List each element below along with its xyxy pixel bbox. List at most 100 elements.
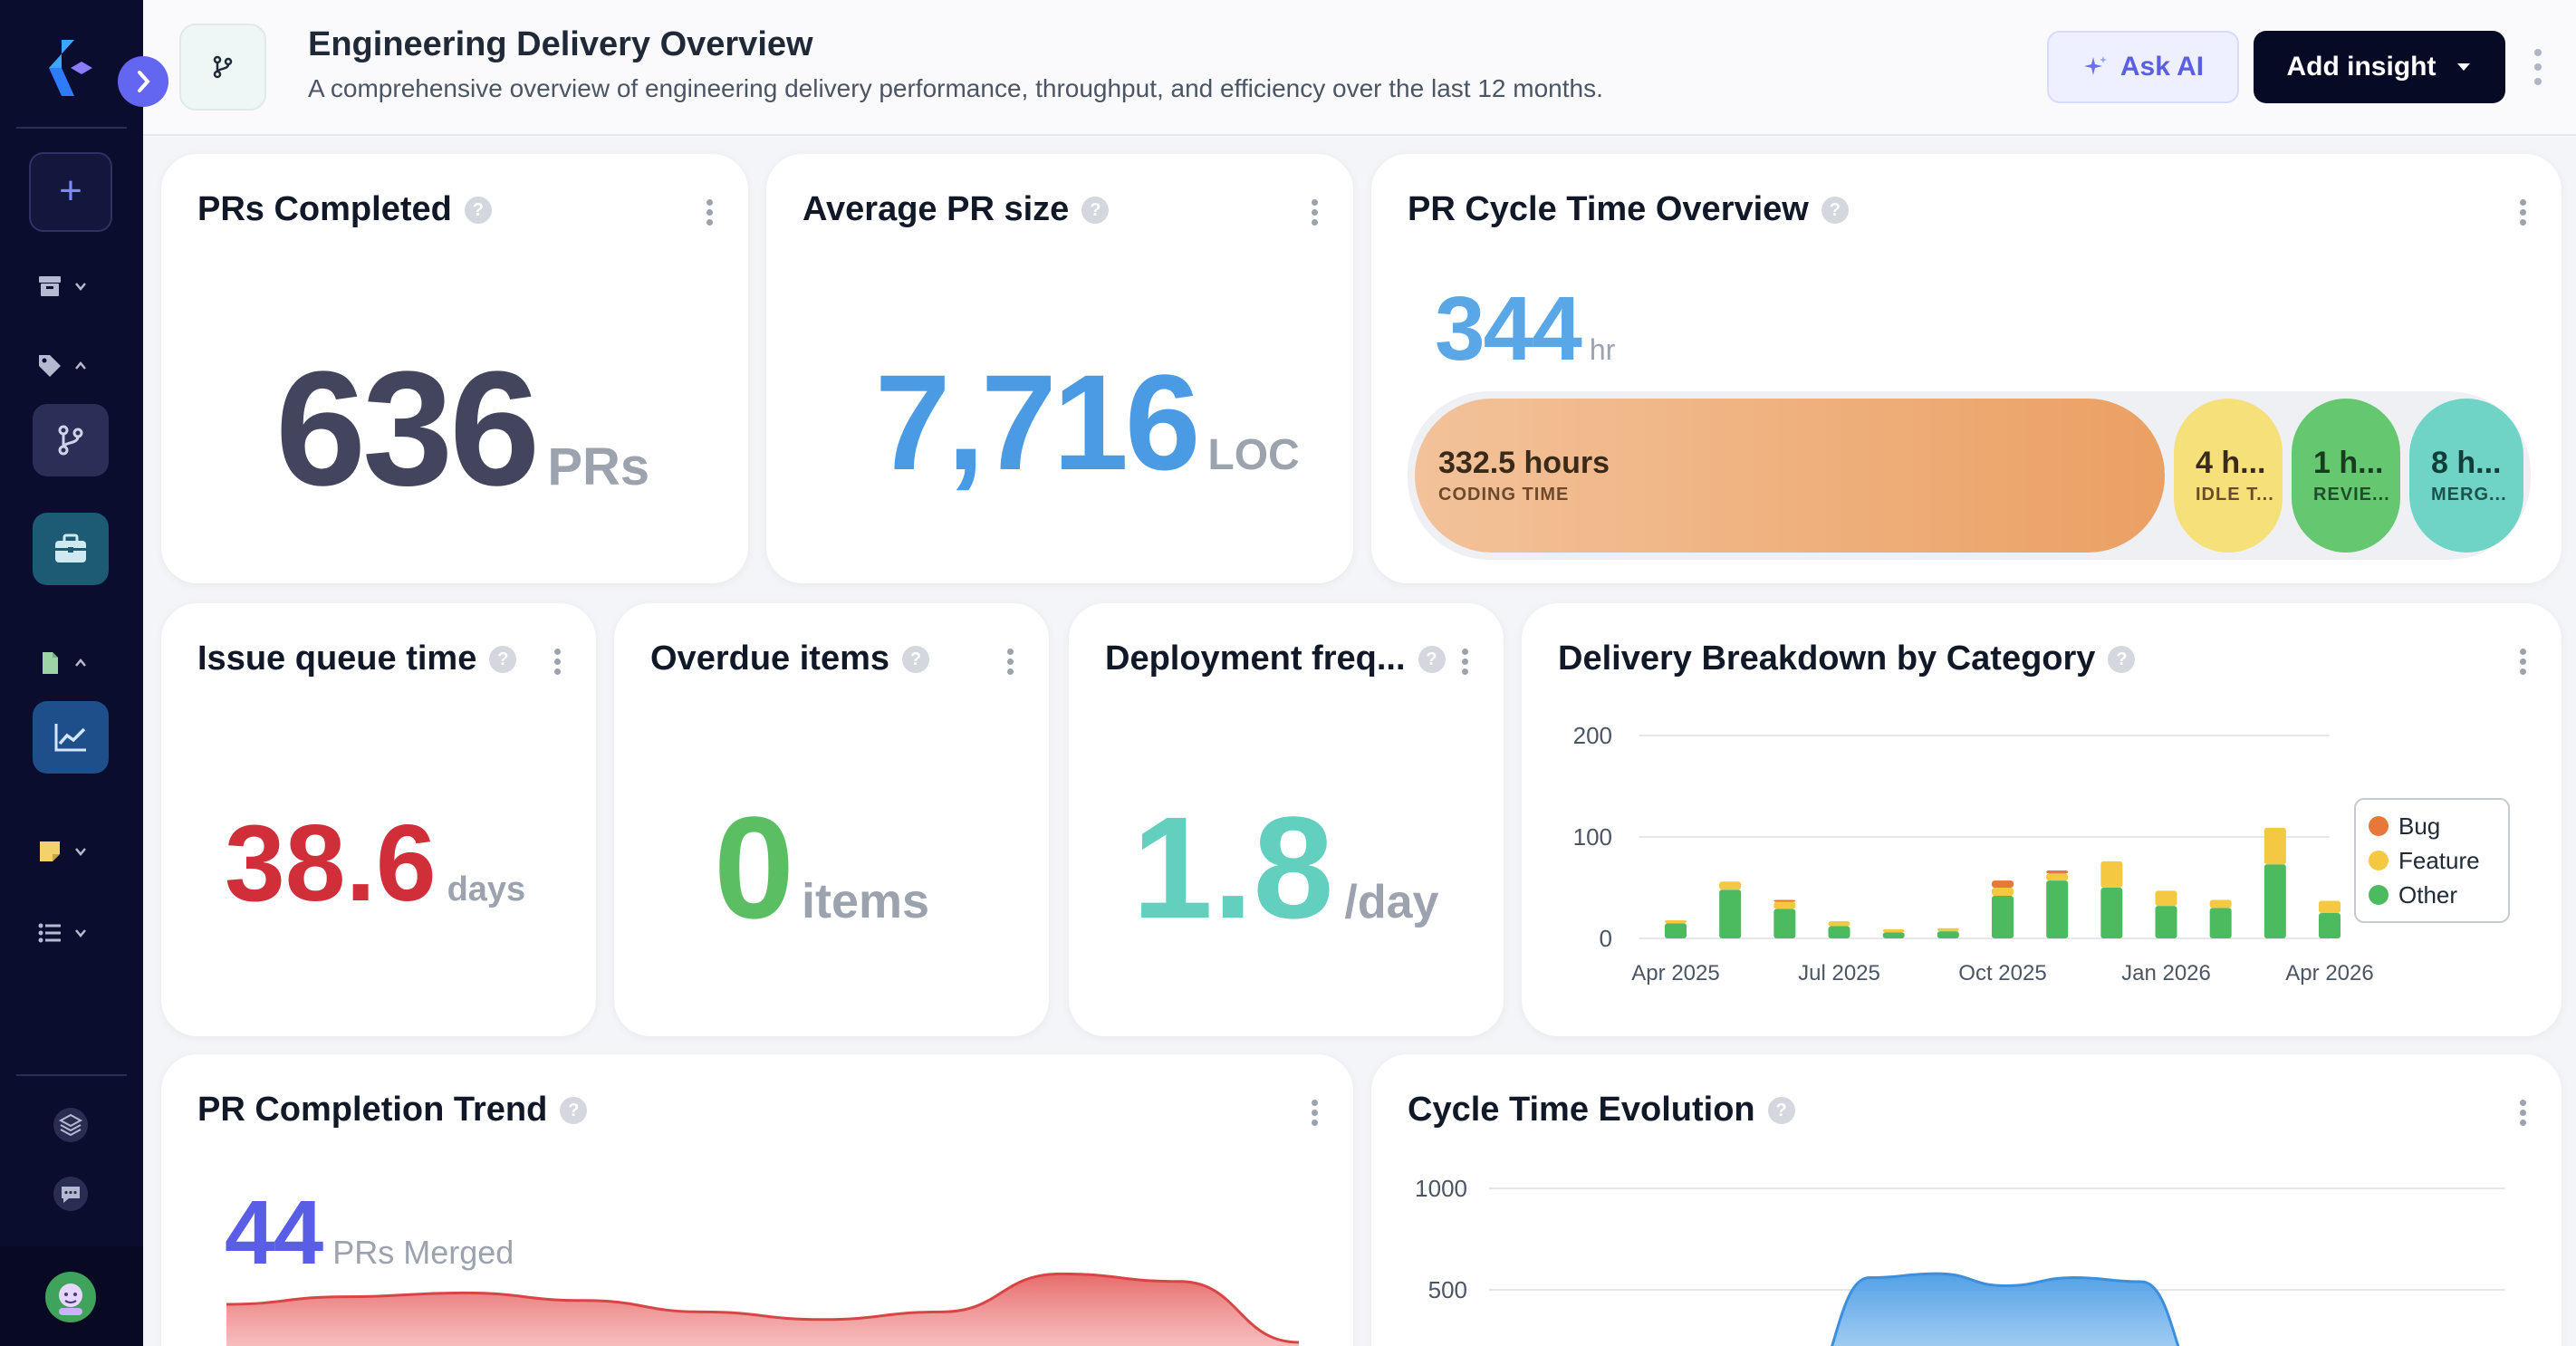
page-header: Engineering Delivery Overview A comprehe… (143, 0, 2576, 136)
card-title-text: Deployment freq... (1105, 639, 1406, 678)
card-prs-completed: PRs Completed? 636 PRs (161, 154, 748, 583)
bar-segment-other (1882, 932, 1905, 938)
briefcase-icon (55, 534, 86, 562)
card-menu-icon[interactable] (2518, 1100, 2527, 1127)
card-menu-icon[interactable] (1005, 649, 1014, 676)
dashboard-icon (179, 24, 266, 111)
more-options-icon[interactable] (2529, 47, 2547, 87)
sidebar: + (0, 0, 143, 1346)
caret-down-icon (2457, 63, 2471, 71)
help-icon[interactable]: ? (2108, 645, 2136, 673)
segment-label: CODING TIME (1438, 485, 1570, 505)
card-menu-icon[interactable] (705, 199, 714, 226)
segment-merge-time[interactable]: 8 h... MERG... (2409, 399, 2523, 553)
sidebar-item-documents[interactable] (36, 645, 109, 681)
sidebar-divider (16, 1074, 127, 1076)
bar-segment-other (1773, 909, 1796, 938)
y-tick-label: 0 (1600, 925, 1612, 952)
bar-segment-other (1992, 895, 2014, 938)
bar-segment-feature (1665, 919, 1687, 924)
metric-unit: hr (1589, 333, 1616, 366)
chevron-down-icon (75, 283, 86, 291)
sidebar-item-tags[interactable] (36, 348, 109, 384)
delivery-breakdown-chart: 0 100 200 Apr 2025 Jul 2025 Oct 2025 Jan 2026 A… (1573, 722, 2510, 985)
sidebar-item-archive[interactable] (36, 268, 109, 304)
card-pr-completion-trend: PR Completion Trend? 44 PRs Merged (161, 1054, 1353, 1346)
chevron-up-icon (75, 361, 86, 370)
bar-segment-bug (1773, 899, 1796, 902)
metric-unit: LOC (1207, 431, 1300, 479)
evolution-area (1831, 1274, 2178, 1346)
layers-icon (53, 1108, 88, 1142)
legend-label: Bug (2398, 812, 2440, 840)
git-branch-icon (213, 55, 233, 79)
card-menu-icon[interactable] (553, 649, 562, 676)
bar-segment-feature (2319, 900, 2341, 913)
sidebar-item-pull-requests[interactable] (33, 404, 109, 476)
card-menu-icon[interactable] (2518, 199, 2527, 226)
metric-unit: items (801, 874, 930, 928)
sidebar-item-chat[interactable] (53, 1176, 125, 1212)
legend-label: Feature (2398, 847, 2480, 874)
card-menu-icon[interactable] (1310, 199, 1319, 226)
x-tick-label: Oct 2025 (1958, 961, 2046, 985)
help-icon[interactable]: ? (464, 196, 492, 224)
card-title: Overdue items? (650, 639, 929, 678)
x-tick-label: Jul 2025 (1798, 961, 1880, 985)
expand-sidebar-button[interactable] (118, 56, 168, 107)
help-icon[interactable]: ? (1081, 196, 1110, 224)
segment-coding-time[interactable]: 332.5 hours CODING TIME (1415, 399, 2165, 553)
chat-icon (53, 1177, 88, 1211)
help-icon[interactable]: ? (1821, 196, 1849, 224)
bar-segment-other (2155, 906, 2177, 938)
avatar[interactable] (45, 1272, 96, 1322)
help-icon[interactable]: ? (489, 645, 517, 673)
page-subtitle: A comprehensive overview of engineering … (308, 74, 1603, 102)
sidebar-item-layers[interactable] (53, 1107, 125, 1143)
sidebar-divider (16, 127, 127, 129)
app-logo-icon[interactable] (34, 36, 107, 100)
help-icon[interactable]: ? (902, 645, 929, 673)
metric-number: 7,716 (875, 346, 1200, 498)
metric-value: 0 items (714, 784, 929, 951)
card-title: PR Cycle Time Overview? (1408, 190, 1849, 229)
bar-segment-feature (1992, 888, 2014, 896)
card-deployment-frequency: Deployment freq...? 1.8 /day (1069, 603, 1504, 1036)
legend-box (2354, 798, 2510, 923)
metric-number: 636 (275, 338, 540, 520)
card-menu-icon[interactable] (1310, 1100, 1319, 1127)
bar-segment-other (2100, 888, 2123, 938)
x-tick-label: Apr 2026 (2285, 961, 2373, 985)
help-icon[interactable]: ? (1418, 645, 1446, 673)
segment-value: 1 h... (2313, 446, 2384, 480)
card-menu-icon[interactable] (2518, 649, 2527, 676)
pr-completion-trend-chart (226, 1272, 1300, 1346)
sidebar-item-lists[interactable] (36, 915, 109, 951)
legend-swatch (2369, 816, 2389, 836)
help-icon[interactable]: ? (1767, 1096, 1795, 1124)
sidebar-item-analytics[interactable] (33, 701, 109, 774)
add-insight-button[interactable]: Add insight (2254, 31, 2505, 103)
card-menu-icon[interactable] (1460, 649, 1469, 676)
sidebar-add-button[interactable]: + (29, 152, 112, 232)
card-title-text: Average PR size (803, 190, 1070, 228)
segment-review-time[interactable]: 1 h... REVIE... (2292, 399, 2400, 553)
help-icon[interactable]: ? (560, 1096, 588, 1124)
bar-segment-other (1665, 923, 1687, 938)
segment-idle-time[interactable]: 4 h... IDLE T... (2174, 399, 2283, 553)
metric-value: 7,716 LOC (875, 344, 1300, 501)
metric-number: 0 (714, 786, 794, 948)
user-avatar-icon (59, 1284, 82, 1315)
metric-number: 1.8 (1132, 786, 1334, 948)
add-insight-label: Add insight (2286, 52, 2437, 82)
segment-value: 4 h... (2196, 446, 2266, 480)
ask-ai-button[interactable]: Ask AI (2047, 31, 2239, 103)
bar-segment-other (2319, 913, 2341, 938)
sidebar-item-notes[interactable] (36, 833, 109, 870)
git-branch-icon (58, 425, 83, 456)
metric-number: 44 (225, 1182, 323, 1284)
card-title-text: PRs Completed (197, 190, 452, 228)
segment-label: MERG... (2431, 485, 2507, 505)
metric-number: 38.6 (225, 803, 437, 924)
sidebar-item-portfolio[interactable] (33, 513, 109, 585)
